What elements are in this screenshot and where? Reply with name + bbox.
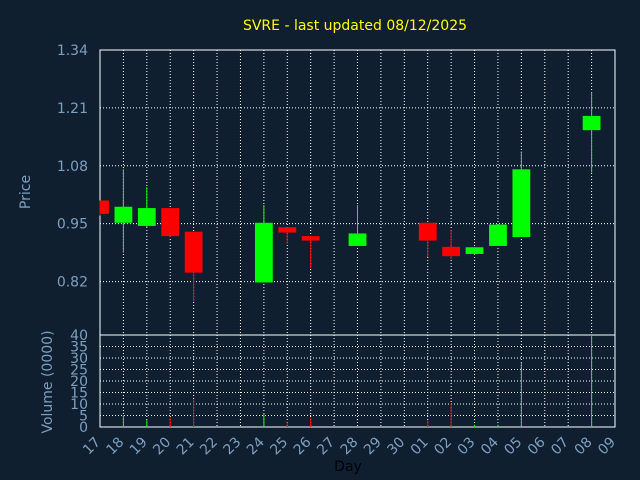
candle-body bbox=[137, 208, 156, 226]
x-tick-label: 01 bbox=[408, 434, 432, 458]
x-tick-label: 17 bbox=[80, 434, 104, 458]
price-tick-label: 0.82 bbox=[57, 275, 88, 291]
candle-body bbox=[161, 208, 180, 237]
price-axis-label: Price bbox=[18, 175, 34, 209]
candle-body bbox=[254, 222, 273, 283]
candle-body bbox=[512, 169, 531, 238]
candle-body bbox=[442, 246, 461, 257]
x-tick-label: 27 bbox=[314, 434, 338, 458]
candle-body bbox=[184, 231, 203, 273]
x-tick-label: 24 bbox=[244, 434, 268, 458]
x-tick-label: 09 bbox=[595, 434, 619, 458]
candle-body bbox=[582, 115, 601, 131]
x-tick-label: 20 bbox=[150, 434, 174, 458]
x-tick-label: 02 bbox=[431, 434, 455, 458]
x-tick-label: 08 bbox=[572, 434, 596, 458]
price-tick-label: 1.08 bbox=[57, 159, 88, 175]
volume-plot-frame bbox=[99, 334, 616, 428]
volume-tick-label: 5 bbox=[79, 409, 88, 425]
volume-axis-label: Volume (0000) bbox=[40, 330, 56, 433]
x-tick-label: 04 bbox=[478, 434, 502, 458]
volume-layer bbox=[122, 335, 593, 427]
candle-body bbox=[301, 236, 320, 241]
x-axis-label: Day bbox=[334, 459, 362, 475]
volume-tick-label: 0 bbox=[79, 420, 88, 436]
x-tick-label: 28 bbox=[338, 434, 362, 458]
volume-tick-label: 15 bbox=[70, 386, 88, 402]
x-tick-label: 23 bbox=[221, 434, 245, 458]
x-tick-label: 22 bbox=[197, 434, 221, 458]
candle-body bbox=[489, 224, 507, 246]
volume-tick-label: 40 bbox=[70, 328, 88, 344]
axes-layer bbox=[99, 49, 616, 428]
x-tick-label: 03 bbox=[455, 434, 479, 458]
x-tick-label: 21 bbox=[174, 434, 198, 458]
x-tick-label: 07 bbox=[548, 434, 572, 458]
ticks-layer: 17 18 19 20 21 22 23 24 25 26 27 28 29 30 01 02 03 04 05 06… bbox=[57, 43, 619, 458]
price-tick-label: 1.21 bbox=[57, 101, 88, 117]
x-tick-label: 26 bbox=[291, 434, 315, 458]
candle-body bbox=[418, 222, 437, 241]
volume-tick-label: 30 bbox=[70, 351, 88, 367]
price-tick-label: 0.95 bbox=[57, 217, 88, 233]
x-tick-label: 18 bbox=[103, 434, 127, 458]
candle-body bbox=[114, 206, 133, 223]
price-tick-label: 1.34 bbox=[57, 43, 88, 59]
x-tick-label: 05 bbox=[501, 434, 525, 458]
volume-tick-label: 10 bbox=[70, 397, 88, 413]
x-tick-label: 25 bbox=[267, 434, 291, 458]
volume-tick-label: 25 bbox=[70, 363, 88, 379]
chart-title: SVRE - last updated 08/12/2025 bbox=[243, 18, 467, 34]
volume-tick-label: 20 bbox=[70, 374, 88, 390]
candles-layer bbox=[99, 92, 601, 302]
volume-tick-label: 35 bbox=[70, 340, 88, 356]
x-tick-label: 19 bbox=[127, 434, 151, 458]
x-tick-label: 29 bbox=[361, 434, 385, 458]
candle-body bbox=[278, 227, 297, 233]
x-tick-label: 06 bbox=[525, 434, 549, 458]
candle-body bbox=[100, 200, 109, 214]
x-tick-label: 30 bbox=[384, 434, 408, 458]
candle-body bbox=[348, 233, 367, 246]
candle-body bbox=[465, 247, 484, 254]
